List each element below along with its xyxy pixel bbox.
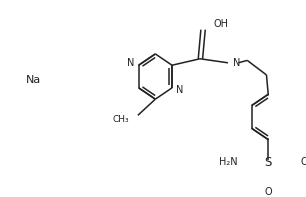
Text: O: O xyxy=(264,187,272,197)
Text: N: N xyxy=(233,58,241,68)
Text: H₂N: H₂N xyxy=(219,157,237,167)
Text: O: O xyxy=(300,157,306,167)
Text: OH: OH xyxy=(213,19,228,29)
Text: N: N xyxy=(176,85,184,95)
Text: CH₃: CH₃ xyxy=(113,115,129,124)
Text: N: N xyxy=(127,58,134,68)
Text: Na: Na xyxy=(26,75,41,85)
Text: S: S xyxy=(264,156,272,169)
